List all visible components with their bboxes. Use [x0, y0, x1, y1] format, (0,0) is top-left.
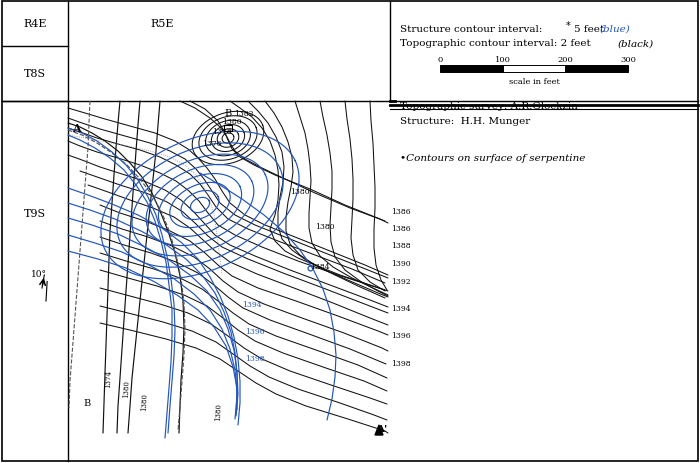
Text: 5 feet: 5 feet	[574, 25, 608, 33]
Text: A: A	[72, 123, 80, 134]
Text: 300: 300	[620, 56, 636, 64]
Text: 1376: 1376	[202, 140, 222, 148]
Text: (black): (black)	[618, 39, 654, 49]
Text: 200: 200	[557, 56, 573, 64]
Text: 1386: 1386	[391, 225, 411, 232]
Text: A': A'	[376, 424, 387, 433]
Text: B: B	[224, 109, 231, 118]
Text: R5E: R5E	[150, 19, 174, 29]
Text: 1390: 1390	[391, 259, 411, 268]
Text: 1382: 1382	[234, 110, 253, 118]
Text: 1396: 1396	[391, 332, 411, 339]
Text: 100: 100	[495, 56, 510, 64]
Text: T8S: T8S	[24, 69, 46, 79]
Text: 0: 0	[438, 56, 442, 64]
Text: 1374: 1374	[104, 369, 112, 387]
Text: 10°: 10°	[31, 269, 47, 278]
Text: 1394: 1394	[242, 300, 262, 308]
Text: Topographic contour interval: 2 feet: Topographic contour interval: 2 feet	[400, 39, 591, 49]
Text: (blue): (blue)	[600, 25, 631, 33]
Text: 1380: 1380	[140, 392, 148, 410]
Text: 1380: 1380	[214, 402, 223, 420]
Text: 1398: 1398	[391, 359, 411, 367]
Text: 1392: 1392	[391, 277, 411, 285]
Text: Topographic survey: A.R.Glockzin: Topographic survey: A.R.Glockzin	[400, 102, 578, 111]
Text: •Contours on surface of serpentine: •Contours on surface of serpentine	[400, 154, 585, 163]
Bar	[224, 126, 232, 131]
Text: 1380: 1380	[122, 379, 130, 397]
Text: 1380: 1380	[290, 188, 309, 195]
Text: 1398: 1398	[245, 354, 265, 362]
Text: 1384: 1384	[310, 263, 330, 270]
Text: 1388: 1388	[391, 242, 411, 250]
Text: 1396: 1396	[245, 327, 265, 335]
Text: scale in feet: scale in feet	[509, 78, 559, 86]
Text: *: *	[566, 21, 570, 31]
Text: R4E: R4E	[23, 19, 47, 29]
Bar	[503, 66, 566, 73]
Bar	[566, 66, 628, 73]
Text: 1380: 1380	[315, 223, 335, 231]
Text: 1380: 1380	[222, 118, 242, 126]
Text: 1386: 1386	[391, 207, 411, 216]
Text: Structure:  H.H. Munger: Structure: H.H. Munger	[400, 117, 531, 126]
Text: 1394: 1394	[391, 304, 411, 313]
Text: Structure contour interval:: Structure contour interval:	[400, 25, 542, 33]
Text: T9S: T9S	[24, 208, 46, 219]
Polygon shape	[375, 425, 383, 435]
Text: 1378: 1378	[212, 128, 232, 136]
Bar	[440, 66, 503, 73]
Text: B: B	[83, 398, 90, 407]
